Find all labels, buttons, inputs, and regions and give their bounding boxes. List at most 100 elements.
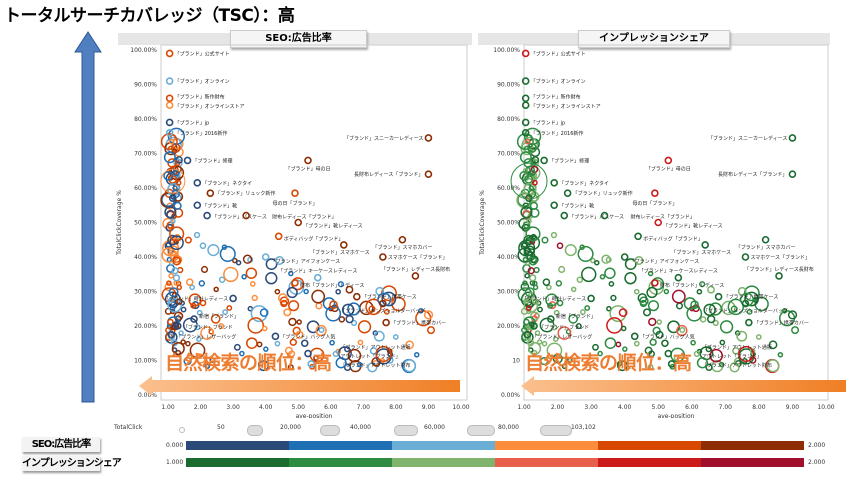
data-point bbox=[411, 272, 420, 280]
data-point bbox=[529, 169, 536, 177]
color-segment bbox=[186, 458, 289, 467]
data-point bbox=[604, 267, 616, 279]
data-point bbox=[546, 342, 563, 359]
point-label: 「ブランド」2016新作 bbox=[531, 130, 584, 137]
data-point bbox=[318, 326, 325, 333]
data-point bbox=[345, 285, 354, 294]
color-segment bbox=[289, 458, 392, 467]
data-point bbox=[239, 350, 245, 357]
data-point bbox=[523, 298, 530, 304]
data-point bbox=[265, 258, 278, 271]
left-arrow-icon bbox=[139, 376, 460, 396]
data-point bbox=[550, 179, 558, 187]
point-label: 「ブランド」ブランド bbox=[539, 324, 589, 331]
point-label: 「ブランド」携帯カバー bbox=[754, 320, 809, 327]
point-label: 「ブランド」修理 bbox=[193, 157, 233, 164]
data-point bbox=[172, 256, 182, 266]
point-label: 「ブランド」リュック新作 bbox=[215, 190, 275, 197]
x-tick-label: 5.00 bbox=[652, 404, 666, 411]
data-point bbox=[337, 281, 344, 288]
data-point bbox=[190, 315, 198, 323]
point-label: 「ブランド」スマホカバー bbox=[736, 244, 796, 251]
data-point bbox=[696, 288, 703, 295]
data-point bbox=[291, 279, 299, 287]
data-point bbox=[673, 355, 680, 361]
data-point bbox=[655, 330, 664, 339]
data-point bbox=[199, 242, 207, 250]
x-tick-label: 7.00 bbox=[719, 404, 733, 411]
size-marker bbox=[247, 425, 263, 436]
data-point bbox=[529, 239, 536, 245]
data-point bbox=[160, 168, 186, 194]
data-point bbox=[174, 255, 183, 264]
data-point bbox=[709, 348, 723, 363]
point-label: 「ブランド」レザーバッグ bbox=[532, 334, 592, 341]
data-point bbox=[167, 330, 176, 339]
data-point bbox=[624, 258, 637, 271]
point-label: 「ブランド」オンラインストア bbox=[531, 103, 601, 110]
data-point bbox=[527, 267, 535, 275]
data-point bbox=[736, 330, 748, 342]
data-point bbox=[277, 293, 288, 303]
data-point bbox=[620, 253, 629, 261]
data-point bbox=[606, 305, 612, 312]
data-point bbox=[345, 314, 354, 324]
point-label: 「ブランド」スニーカーレディース bbox=[708, 135, 787, 142]
scatter-plot: 0.00% 10 20.00% 30.00% 40.00% 50.00% 60.00% 70.… bbox=[479, 44, 835, 418]
seo-color-bar bbox=[186, 441, 804, 450]
data-point bbox=[594, 259, 600, 266]
color-segment bbox=[701, 441, 804, 450]
y-tick-label: 0.00% bbox=[501, 392, 520, 399]
data-point bbox=[168, 272, 174, 279]
data-point bbox=[616, 360, 628, 372]
data-point bbox=[530, 255, 539, 264]
data-point bbox=[353, 292, 361, 301]
data-point bbox=[263, 346, 269, 352]
data-point bbox=[375, 345, 392, 363]
point-label: 「ブランド」時計レディース bbox=[522, 295, 586, 302]
data-point bbox=[696, 357, 709, 369]
data-point bbox=[541, 340, 548, 347]
data-point bbox=[381, 291, 397, 307]
size-marker bbox=[394, 425, 418, 436]
data-point bbox=[524, 272, 531, 279]
data-point bbox=[423, 310, 434, 320]
data-point bbox=[545, 293, 559, 307]
data-point bbox=[528, 256, 538, 266]
data-point bbox=[242, 211, 250, 220]
data-point bbox=[322, 297, 336, 310]
data-point bbox=[721, 300, 736, 316]
data-point bbox=[663, 288, 670, 295]
data-point bbox=[171, 267, 179, 275]
y-tick-label: 20.00% bbox=[497, 323, 520, 330]
data-point bbox=[424, 170, 433, 178]
data-point bbox=[705, 363, 713, 371]
data-point bbox=[261, 325, 268, 332]
data-point bbox=[335, 288, 341, 295]
data-point bbox=[517, 247, 533, 263]
imp-max: 2.000 bbox=[808, 459, 826, 466]
data-point bbox=[288, 300, 300, 312]
data-point bbox=[207, 244, 220, 257]
data-point bbox=[233, 343, 241, 351]
y-axis-label: TotalClickCoverage % bbox=[479, 190, 486, 256]
data-point bbox=[274, 232, 283, 241]
point-label: 「ブランド」2016新作 bbox=[175, 130, 228, 137]
data-point bbox=[229, 294, 237, 303]
data-point bbox=[610, 294, 617, 302]
data-point bbox=[615, 341, 622, 348]
point-label: 「ブランド」スマホカバー bbox=[372, 244, 432, 251]
data-point bbox=[194, 324, 201, 331]
data-point bbox=[608, 281, 615, 287]
point-label: 「ブランド」アイフォンケース bbox=[271, 258, 341, 265]
data-point bbox=[566, 357, 573, 363]
point-label: 財布レディース「ブランド」 bbox=[631, 214, 695, 221]
data-point bbox=[195, 353, 206, 364]
data-point bbox=[426, 326, 435, 335]
point-label: ボディバッグ「ブランド」 bbox=[643, 235, 703, 242]
data-point bbox=[165, 77, 174, 85]
data-point bbox=[706, 314, 716, 324]
color-segment bbox=[186, 441, 289, 450]
point-label: 「ブランド」メンズショルダーバッグ bbox=[340, 308, 425, 315]
data-point bbox=[675, 302, 684, 310]
